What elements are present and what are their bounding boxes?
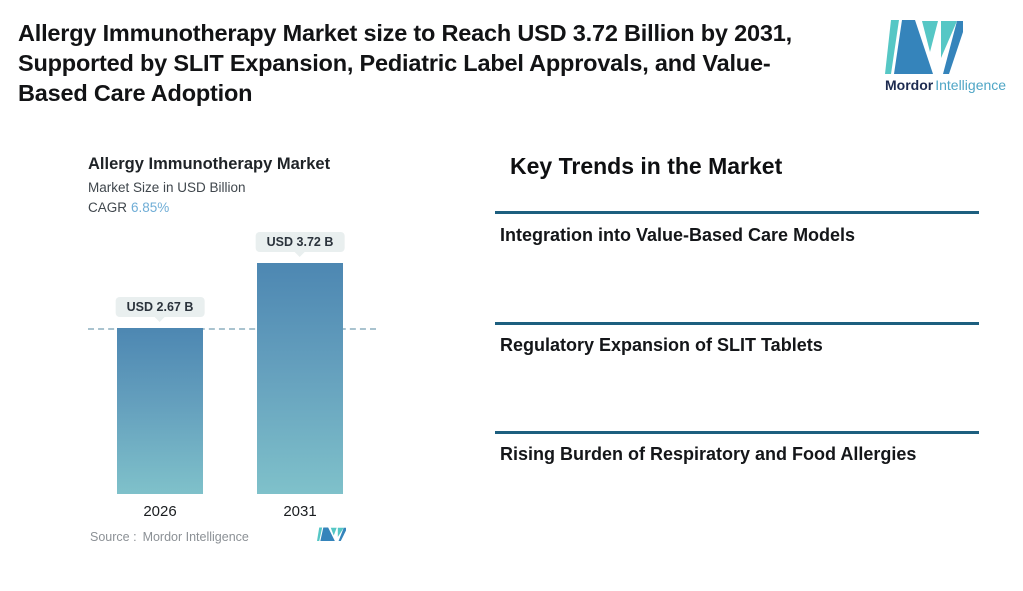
bar-2031 xyxy=(257,263,343,494)
divider-line xyxy=(495,322,979,325)
divider-line xyxy=(495,431,979,434)
cagr-value: 6.85% xyxy=(131,200,170,215)
bar-value-label: USD 3.72 B xyxy=(255,232,345,252)
divider-line xyxy=(495,211,979,214)
brand-name-light: Intelligence xyxy=(935,77,1007,93)
baseline-dashed-line xyxy=(88,328,376,330)
chart-subtitle: Market Size in USD Billion xyxy=(88,180,246,195)
brand-name-bold: Mordor xyxy=(885,77,934,93)
source-label: Source : xyxy=(90,530,137,544)
bar-chart: USD 2.67 B 2026 USD 3.72 B 2031 xyxy=(88,230,376,520)
trend-item-2: Regulatory Expansion of SLIT Tablets xyxy=(500,335,823,355)
mordor-intelligence-mini-logo-icon xyxy=(317,527,346,541)
trend-item-3: Rising Burden of Respiratory and Food Al… xyxy=(500,444,917,464)
trend-item-1: Integration into Value-Based Care Models xyxy=(500,225,856,245)
bar-value-label: USD 2.67 B xyxy=(115,297,205,317)
chart-title: Allergy Immunotherapy Market xyxy=(88,155,331,173)
axis-tick-2026: 2026 xyxy=(143,503,177,520)
mordor-intelligence-logo-icon xyxy=(885,20,963,74)
source-value: Mordor Intelligence xyxy=(142,530,249,544)
chart-cagr: CAGR 6.85% xyxy=(88,200,169,215)
cagr-label: CAGR xyxy=(88,200,128,215)
axis-tick-2031: 2031 xyxy=(283,503,317,520)
bar-2026 xyxy=(117,328,203,494)
page-title: Allergy Immunotherapy Market size to Rea… xyxy=(18,20,792,106)
trends-heading: Key Trends in the Market xyxy=(510,153,783,179)
brand-logo: Mordor Intelligence xyxy=(885,18,1020,93)
brand-wordmark: Mordor Intelligence xyxy=(885,77,1020,93)
source-note: Source : Mordor Intelligence xyxy=(90,530,249,544)
